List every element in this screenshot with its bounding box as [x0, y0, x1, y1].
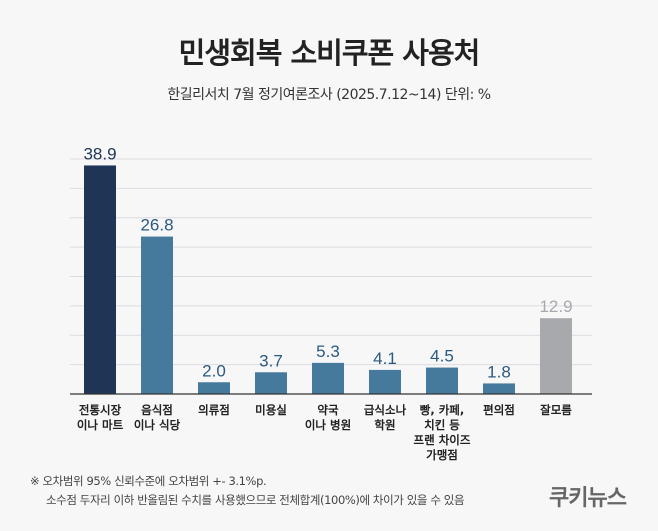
category-label: 프랜 차이즈: [414, 433, 471, 447]
data-label: 38.9: [83, 144, 116, 163]
category-label: 약국: [317, 403, 339, 417]
data-label: 4.5: [430, 347, 454, 366]
category-label: 잘모름: [540, 403, 572, 417]
bar: [540, 318, 572, 394]
category-label: 음식점: [141, 403, 173, 417]
category-label: 학원: [374, 418, 395, 432]
bar: [255, 372, 287, 394]
footnote-line-2: 소수점 두자리 이하 반올림된 수치를 사용했으므로 전체합계(100%)에 차…: [46, 493, 465, 507]
category-label: 이나 식당: [134, 418, 181, 432]
bar: [369, 369, 401, 394]
data-label: 26.8: [140, 216, 173, 235]
category-label: 가맹점: [426, 448, 458, 462]
data-label: 1.8: [487, 362, 511, 381]
bar: [198, 382, 230, 394]
data-label: 5.3: [316, 342, 340, 361]
data-label: 3.7: [259, 351, 283, 370]
data-label: 4.1: [373, 349, 397, 368]
bar: [483, 383, 515, 394]
footnote: ※ 오차범위 95% 신뢰수준에 오차범위 +- 3.1%p. 소수점 두자리 …: [30, 472, 465, 510]
bar: [141, 236, 173, 394]
chart-subtitle: 한길리서치 7월 정기여론조사 (2025.7.12~14) 단위: %: [167, 87, 491, 103]
bar: [426, 367, 458, 394]
category-label: 빵, 카페,: [420, 403, 464, 417]
category-label: 치킨 등: [424, 418, 460, 432]
footnote-line-1: ※ 오차범위 95% 신뢰수준에 오차범위 +- 3.1%p.: [30, 474, 267, 488]
data-label: 2.0: [202, 361, 226, 380]
data-label: 12.9: [539, 297, 572, 316]
bar: [84, 165, 116, 394]
category-label: 미용실: [255, 403, 287, 417]
category-label: 의류점: [198, 403, 230, 417]
logo: 쿠키뉴스: [549, 486, 627, 511]
category-label: 이나 병원: [305, 418, 351, 432]
category-label: 이나 마트: [77, 418, 124, 432]
bar: [312, 362, 344, 394]
category-label: 급식소나: [364, 403, 407, 417]
category-label: 편의점: [483, 403, 515, 417]
chart-title: 민생회복 소비쿠폰 사용처: [178, 36, 481, 70]
category-label: 전통시장: [79, 403, 122, 417]
